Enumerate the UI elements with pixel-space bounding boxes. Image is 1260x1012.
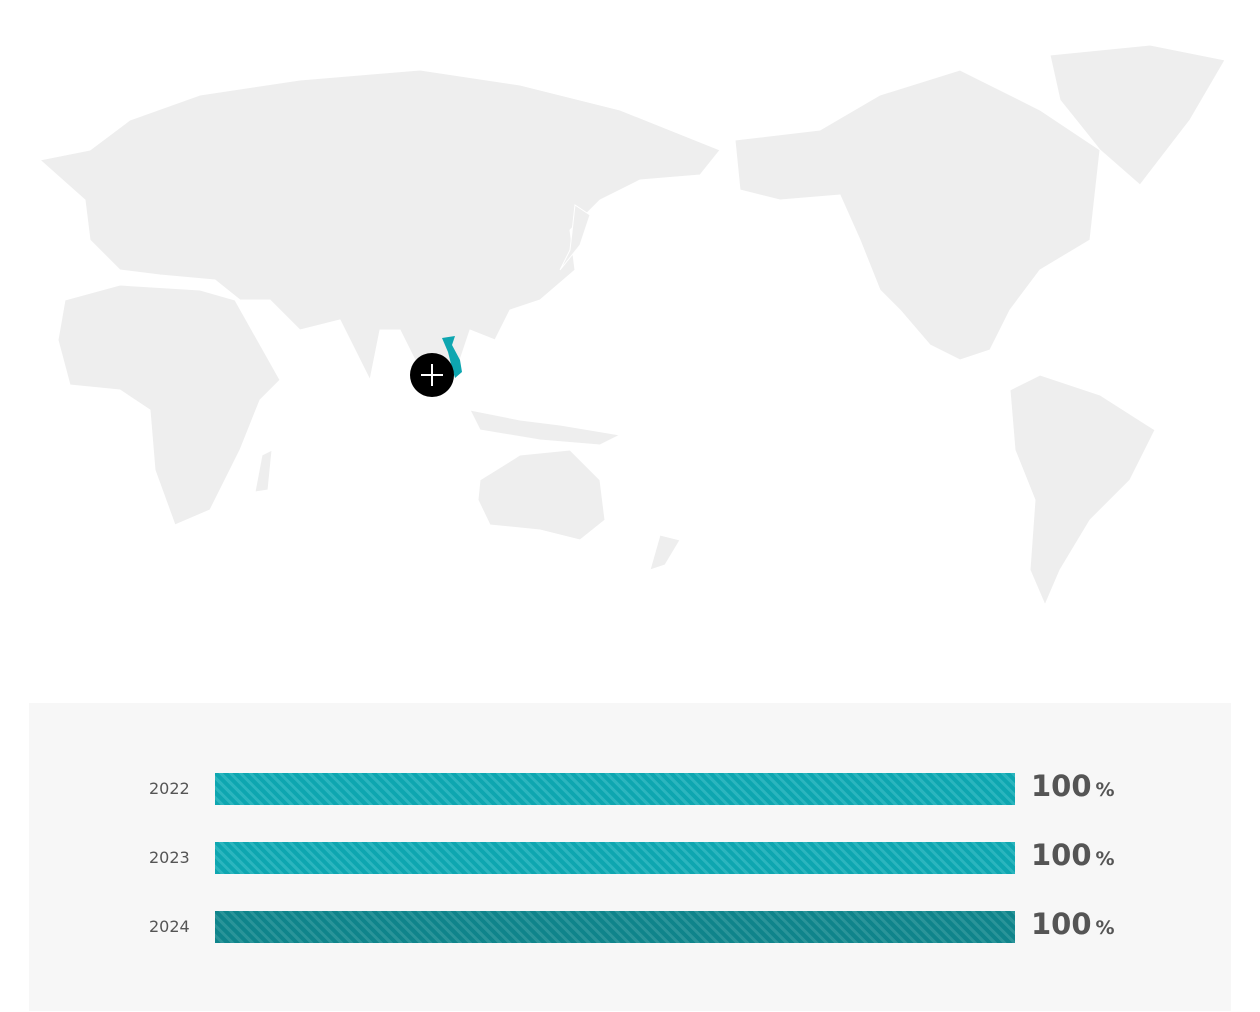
bar-row: 2022 100%	[29, 769, 1231, 805]
bar-row: 2024 100%	[29, 907, 1231, 943]
year-label: 2022	[149, 779, 190, 798]
japan-landmass	[559, 204, 591, 271]
new-zealand-landmass	[649, 534, 681, 571]
location-marker-plus-icon[interactable]	[410, 353, 454, 397]
bar	[215, 773, 1015, 805]
vietnam-highlight	[442, 336, 462, 378]
bar-row: 2023 100%	[29, 838, 1231, 874]
year-label: 2024	[149, 917, 190, 936]
australia-landmass	[477, 449, 606, 541]
indonesia-landmass	[469, 409, 622, 446]
value-unit: %	[1095, 779, 1115, 801]
bar	[215, 842, 1015, 874]
eurasia-landmass	[38, 69, 721, 396]
value-unit: %	[1095, 917, 1115, 939]
year-label: 2023	[149, 848, 190, 867]
value-label: 100%	[1031, 907, 1115, 941]
world-map	[38, 44, 1226, 607]
north-america-landmass	[734, 69, 1101, 361]
madagascar-landmass	[254, 449, 273, 493]
south-america-landmass	[1009, 374, 1156, 607]
value-label: 100%	[1031, 769, 1115, 803]
africa-landmass	[57, 284, 281, 526]
value-number: 100	[1031, 907, 1092, 941]
value-number: 100	[1031, 769, 1092, 803]
bar	[215, 911, 1015, 943]
progress-panel: 2022 100% 2023 100% 2024 100%	[29, 703, 1231, 1011]
value-number: 100	[1031, 838, 1092, 872]
value-unit: %	[1095, 848, 1115, 870]
greenland-landmass	[1049, 44, 1226, 186]
value-label: 100%	[1031, 838, 1115, 872]
